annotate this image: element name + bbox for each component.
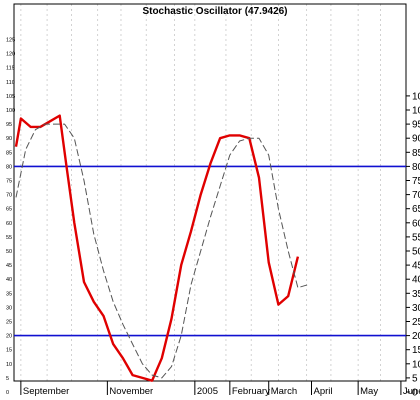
- left-y-tick-label: 35: [6, 291, 12, 297]
- x-tick-label: February: [232, 386, 270, 397]
- left-y-tick-label: 10: [6, 362, 12, 368]
- left-y-tick-label: 100: [6, 108, 15, 114]
- left-y-tick-label: 85: [6, 150, 12, 156]
- right-y-tick-label: 80: [412, 162, 420, 173]
- left-y-tick-label: 125: [6, 38, 15, 44]
- left-y-tick-label: 45: [6, 263, 12, 269]
- right-y-tick-label: 0: [412, 388, 418, 399]
- right-y-tick-label: 15: [412, 345, 420, 356]
- x-tick-label: March: [271, 386, 297, 397]
- right-y-tick-label: 10: [412, 359, 420, 370]
- right-y-tick-label: 60: [412, 218, 420, 229]
- right-y-tick-label: 40: [412, 275, 420, 286]
- right-y-tick-label: 75: [412, 176, 420, 187]
- left-y-tick-label: 105: [6, 94, 15, 100]
- left-y-tick-label: 30: [6, 305, 12, 311]
- signal-line: [15, 123, 308, 379]
- right-y-tick-label: 5: [412, 373, 418, 384]
- right-y-tick-label: 50: [412, 247, 420, 258]
- x-tick-label: September: [23, 386, 69, 397]
- right-y-tick-label: 35: [412, 289, 420, 300]
- left-y-tick-label: 115: [6, 66, 15, 72]
- x-axis: September November 2005 February March April M…: [20, 381, 420, 397]
- left-y-tick-label: 15: [6, 348, 12, 354]
- right-y-tick-label: 45: [412, 261, 420, 272]
- left-y-tick-label: 75: [6, 179, 12, 185]
- left-y-tick-label: 60: [6, 221, 12, 227]
- left-y-tick-label: 40: [6, 277, 12, 283]
- x-tick-label: June: [403, 386, 420, 397]
- right-y-tick-label: 95: [412, 120, 420, 131]
- right-y-tick-label: 105: [412, 91, 420, 102]
- left-y-tick-label: 120: [6, 52, 15, 58]
- left-y-tick-label: 80: [6, 164, 12, 170]
- left-y-tick-label: 55: [6, 235, 12, 241]
- left-y-tick-label: 0: [6, 390, 9, 396]
- right-y-tick-label: 100: [412, 106, 420, 117]
- left-y-tick-label: 95: [6, 122, 12, 128]
- right-y-tick-label: 30: [412, 303, 420, 314]
- left-y-tick-label: 25: [6, 320, 12, 326]
- x-tick-label: April: [313, 386, 332, 397]
- right-y-tick-label: 65: [412, 204, 420, 215]
- left-y-tick-label: 70: [6, 193, 12, 199]
- x-tick-label: November: [109, 386, 153, 397]
- left-y-tick-label: 110: [6, 80, 15, 86]
- left-y-tick-label: 90: [6, 136, 12, 142]
- chart-title: Stochastic Oscillator (47.9426): [142, 6, 287, 17]
- x-tick-label: May: [360, 386, 378, 397]
- right-y-tick-label: 55: [412, 232, 420, 243]
- left-y-tick-label: 50: [6, 249, 12, 255]
- right-y-tick-label: 70: [412, 190, 420, 201]
- x-tick-label: 2005: [197, 386, 218, 397]
- left-y-tick-label: 65: [6, 207, 12, 213]
- right-y-axis: 0 5 10 15 20 25 30 35 40 45 50 55 60 65 70 75 80 85 90 95 10…: [406, 91, 420, 399]
- left-y-axis: 0 5 10 15 20 25 30 35 40 45 50 55 60 65 70 75 80 85 90 95 10…: [6, 38, 15, 397]
- plot-frame: [13, 3, 407, 382]
- right-y-tick-label: 25: [412, 317, 420, 328]
- right-y-tick-label: 90: [412, 134, 420, 145]
- left-y-tick-label: 20: [6, 334, 12, 340]
- series-layer: [14, 114, 308, 382]
- right-y-tick-label: 85: [412, 148, 420, 159]
- right-y-tick-label: 20: [412, 331, 420, 342]
- left-y-tick-label: 5: [6, 376, 9, 382]
